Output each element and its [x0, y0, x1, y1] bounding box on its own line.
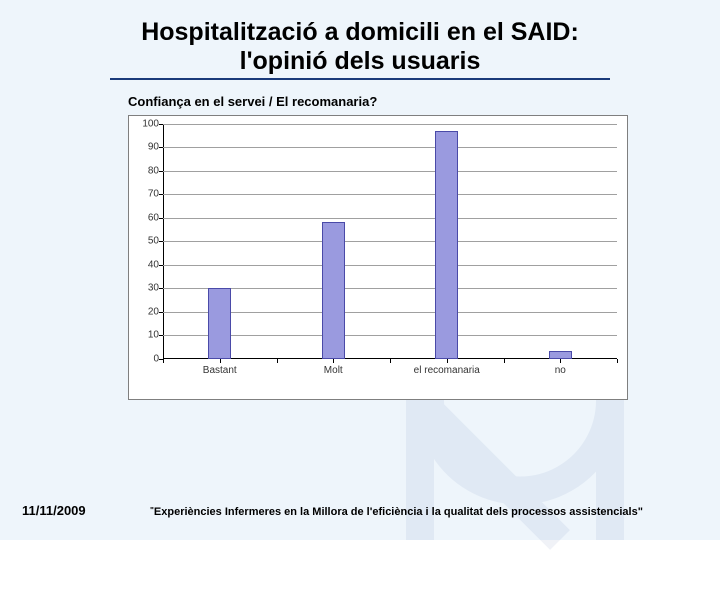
ytick-label: 70	[148, 189, 163, 200]
title-underline	[110, 78, 610, 80]
gridline	[163, 288, 617, 289]
gridline	[163, 147, 617, 148]
ytick-label: 100	[142, 118, 163, 129]
ytick-label: 80	[148, 165, 163, 176]
ytick-label: 20	[148, 306, 163, 317]
title-line2: l'opinió dels usuaris	[240, 47, 481, 75]
slide-date: 11/11/2009	[22, 503, 86, 518]
ytick-label: 60	[148, 212, 163, 223]
xtick-mark	[390, 359, 391, 363]
footer-text: Experiències Infermeres en la Millora de…	[154, 506, 643, 518]
gridline	[163, 171, 617, 172]
xtick-mark	[163, 359, 164, 363]
gridline	[163, 312, 617, 313]
plot-area: 0102030405060708090100BastantMoltel reco…	[163, 124, 617, 359]
ytick-label: 90	[148, 142, 163, 153]
xtick-label: el recomanaria	[402, 359, 492, 376]
bar-chart: 0 10 20 30 40 50 60 70 80 90 100 Bastant Molt el reco…	[128, 115, 628, 400]
xtick-label: Bastant	[203, 359, 237, 376]
xtick-mark	[617, 359, 618, 363]
ytick-label: 40	[148, 259, 163, 270]
xtick-mark	[277, 359, 278, 363]
bar	[435, 131, 458, 359]
ytick-label: 0	[153, 353, 163, 364]
title-text: Hospitalització a domicili en el SAID: l…	[40, 18, 680, 76]
gridline	[163, 124, 617, 125]
gridline	[163, 241, 617, 242]
ytick-label: 10	[148, 330, 163, 341]
chart-subtitle: Confiança en el servei / El recomanaria?	[128, 94, 680, 109]
footer-caption: "Experiències Infermeres en la Millora d…	[150, 506, 700, 518]
slide: Hospitalització a domicili en el SAID: l…	[0, 0, 720, 540]
xtick-label: no	[555, 359, 566, 376]
bar	[322, 222, 345, 358]
bar	[208, 288, 231, 359]
gridline	[163, 218, 617, 219]
xtick-label: Molt	[324, 359, 343, 376]
bar	[549, 351, 572, 358]
gridline	[163, 194, 617, 195]
xtick-mark	[504, 359, 505, 363]
title-line1: Hospitalització a domicili en el SAID:	[141, 18, 579, 46]
gridline	[163, 265, 617, 266]
ytick-label: 30	[148, 283, 163, 294]
slide-title: Hospitalització a domicili en el SAID: l…	[40, 18, 680, 80]
ytick-label: 50	[148, 236, 163, 247]
gridline	[163, 335, 617, 336]
